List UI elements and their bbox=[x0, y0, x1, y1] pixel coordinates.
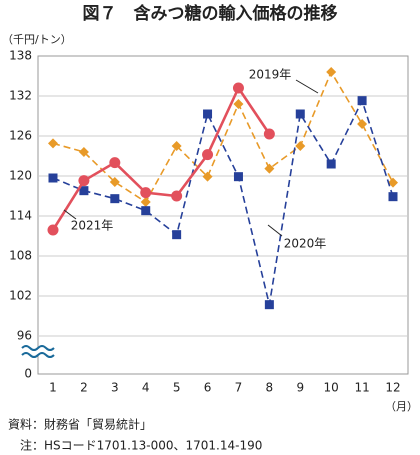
marker bbox=[140, 187, 152, 199]
axis-break bbox=[21, 345, 55, 351]
y-tick-label: 126 bbox=[9, 129, 32, 143]
x-tick-label: 8 bbox=[266, 381, 274, 395]
marker bbox=[264, 300, 274, 310]
footnote: 注：HSコード1701.13-000、1701.14-190 bbox=[20, 438, 262, 453]
series-label: 2019年 bbox=[249, 68, 292, 82]
marker bbox=[78, 175, 90, 187]
y-tick-label: 96 bbox=[17, 329, 32, 343]
x-tick-label: 9 bbox=[296, 381, 304, 395]
marker bbox=[326, 67, 337, 77]
series-line bbox=[52, 98, 394, 305]
y-tick-label: 102 bbox=[9, 289, 32, 303]
label-leader bbox=[267, 224, 283, 237]
x-tick-label: 10 bbox=[324, 381, 339, 395]
series-line bbox=[52, 70, 394, 204]
marker bbox=[172, 230, 182, 240]
x-tick-label: 12 bbox=[385, 381, 400, 395]
marker bbox=[232, 82, 244, 94]
marker bbox=[171, 190, 183, 202]
x-tick-label: 5 bbox=[173, 381, 181, 395]
marker bbox=[202, 149, 214, 161]
marker bbox=[326, 159, 336, 169]
axis-break-gap bbox=[20, 347, 56, 355]
y-tick-label: 138 bbox=[9, 49, 32, 63]
series-label: 2020年 bbox=[284, 237, 327, 251]
y-tick-label: 120 bbox=[9, 169, 32, 183]
x-tick-label: 4 bbox=[142, 381, 150, 395]
source-note: 資料：財務省「貿易統計」 bbox=[8, 417, 152, 432]
x-tick-label: 2 bbox=[80, 381, 88, 395]
marker bbox=[264, 163, 275, 174]
marker bbox=[388, 192, 398, 202]
x-tick-label: 6 bbox=[204, 381, 212, 395]
marker bbox=[140, 197, 151, 207]
label-leader bbox=[63, 209, 77, 220]
plot-frame bbox=[37, 55, 409, 375]
marker bbox=[233, 99, 244, 109]
x-tick-label: 11 bbox=[354, 381, 369, 395]
x-tick-label: 3 bbox=[111, 381, 119, 395]
marker bbox=[78, 147, 89, 157]
marker bbox=[295, 109, 305, 119]
marker bbox=[171, 141, 182, 151]
axis-break bbox=[21, 352, 55, 358]
y-tick-label: 108 bbox=[9, 249, 32, 263]
series-label: 2021年 bbox=[71, 219, 114, 233]
marker bbox=[79, 186, 89, 196]
marker bbox=[263, 128, 275, 140]
marker bbox=[203, 109, 213, 119]
marker bbox=[109, 177, 120, 187]
y-unit: （千円/トン） bbox=[2, 33, 72, 46]
marker bbox=[48, 173, 58, 183]
marker bbox=[388, 177, 398, 188]
chart-title: 図７ 含みつ糖の輸入価格の推移 bbox=[83, 3, 338, 24]
marker bbox=[295, 141, 306, 151]
marker bbox=[48, 138, 58, 149]
y-tick-label: 0 bbox=[24, 367, 32, 381]
x-tick-label: 7 bbox=[235, 381, 243, 395]
marker bbox=[109, 157, 121, 169]
y-tick-label: 132 bbox=[9, 89, 32, 103]
x-unit: （月） bbox=[385, 400, 418, 413]
marker bbox=[357, 96, 367, 106]
marker bbox=[202, 171, 213, 182]
series-line bbox=[51, 85, 271, 231]
marker bbox=[47, 224, 59, 236]
marker bbox=[357, 119, 368, 129]
marker bbox=[141, 206, 151, 216]
marker bbox=[233, 172, 243, 182]
marker bbox=[110, 194, 120, 204]
x-tick-label: 1 bbox=[49, 381, 57, 395]
y-tick-label: 114 bbox=[9, 209, 32, 223]
label-leader bbox=[295, 79, 319, 94]
